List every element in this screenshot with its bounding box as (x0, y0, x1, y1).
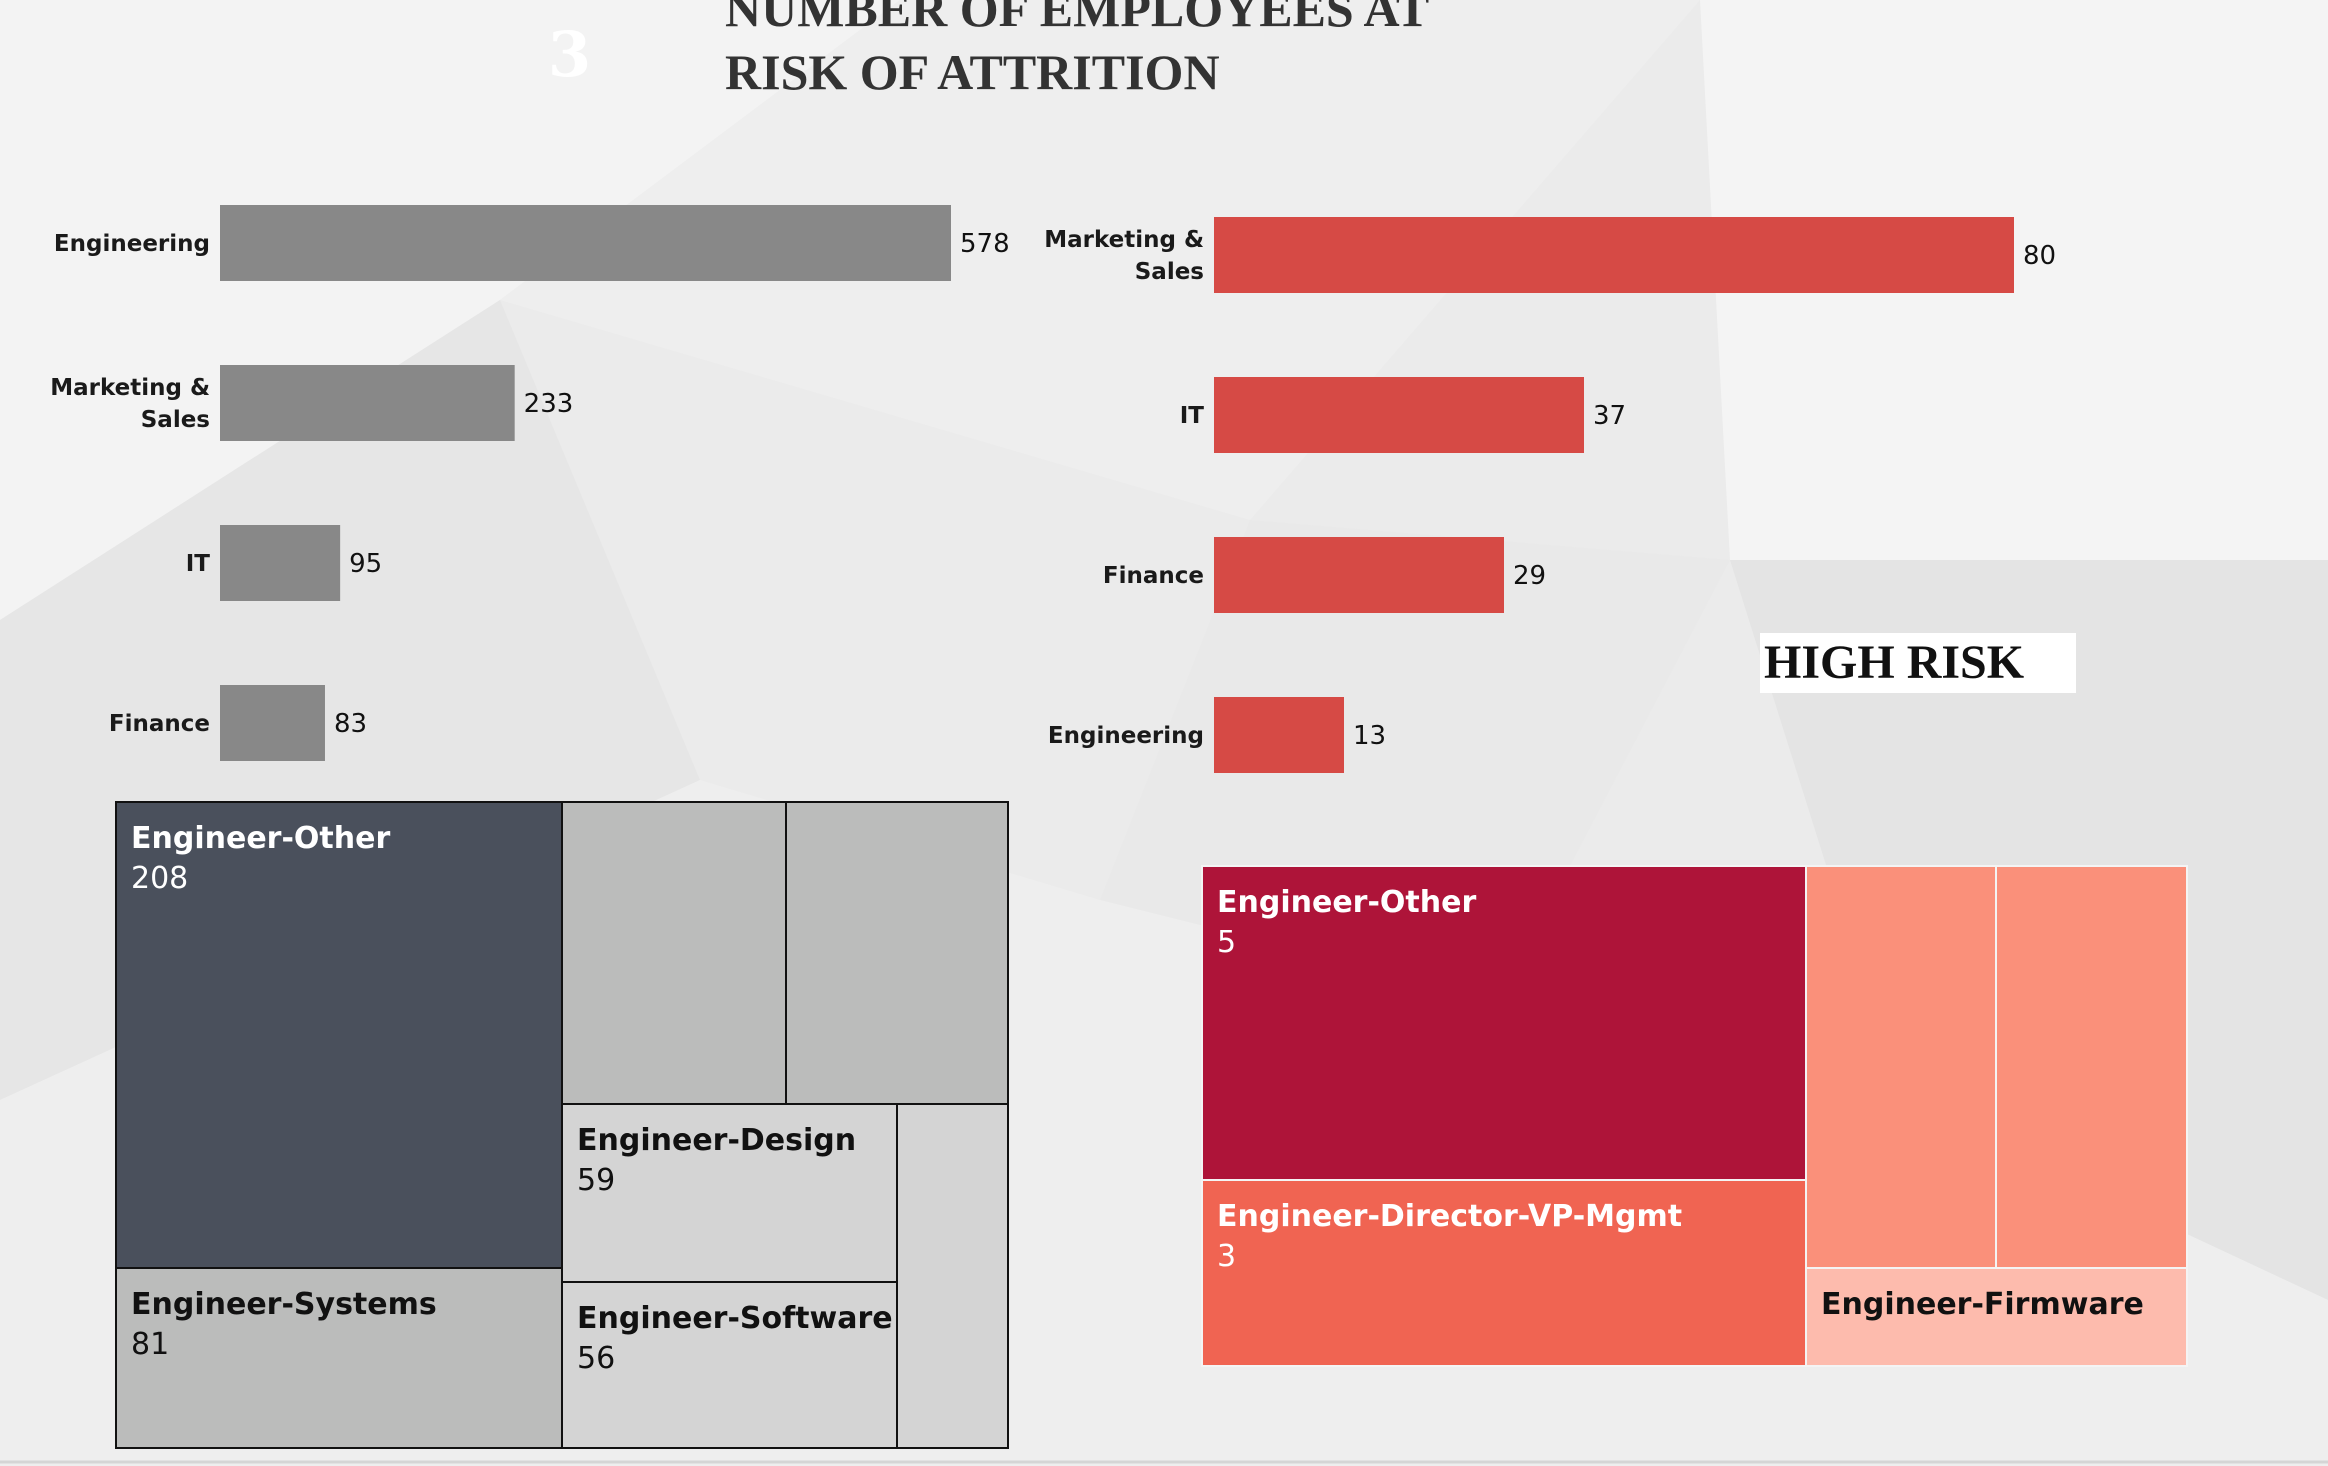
high-risk-label: HIGH RISK (1760, 633, 2076, 693)
value-label-1: 233 (524, 389, 574, 419)
value-label-2: 95 (349, 549, 382, 579)
page-title: NUMBER OF EMPLOYEES AT RISK OF ATTRITION (725, 0, 1485, 104)
treemap-cell-value-2: 59 (577, 1163, 615, 1198)
treemap-cell-label-3: Engineer-Software (577, 1301, 893, 1336)
bar-2 (1214, 537, 1504, 613)
treemap-cell-2 (1805, 1267, 2188, 1367)
treemap-cell-value-0: 208 (131, 861, 188, 896)
all-employees-bar-chart: Engineering 578 Marketing & Sales 233 IT 95 Fin… (50, 205, 1010, 761)
treemap-cell-0 (115, 801, 563, 1269)
category-label-1: Marketing & Sales (50, 375, 210, 433)
category-label-2: IT (186, 551, 211, 577)
bar-0 (220, 205, 951, 281)
treemap-cell-label-0: Engineer-Other (1217, 885, 1476, 920)
page-title-line2: RISK OF ATTRITION (725, 44, 1220, 100)
page-number: 3 (548, 18, 592, 91)
page-title-line1: NUMBER OF EMPLOYEES AT (725, 0, 1430, 37)
treemap-cell-4 (561, 801, 787, 1105)
value-label-0: 578 (960, 229, 1010, 259)
category-label-3: Finance (109, 711, 210, 737)
treemap-cell-label-0: Engineer-Other (131, 821, 390, 856)
bar-3 (1214, 697, 1344, 773)
bar-1 (1214, 377, 1584, 453)
value-label-3: 83 (334, 709, 367, 739)
treemap-cell-label-2: Engineer-Firmware (1821, 1287, 2144, 1322)
treemap-cell-0 (1201, 865, 1807, 1181)
category-label-3: Engineering (1048, 723, 1204, 749)
bar-2 (220, 525, 341, 601)
high-risk-bar-chart: Marketing & Sales 80 IT 37 Finance 29 Engineeri… (1044, 217, 2056, 773)
category-label-0: Marketing & Sales (1044, 227, 1204, 285)
treemap-cell-1 (1201, 1179, 1807, 1367)
category-label-2: Finance (1103, 563, 1204, 589)
treemap-cell-value-3: 56 (577, 1341, 615, 1376)
treemap-cell-label-1: Engineer-Director-VP-Mgmt (1217, 1199, 1682, 1234)
treemap-cell-5 (785, 801, 1009, 1105)
value-label-0: 80 (2023, 241, 2056, 271)
category-label-1: IT (1180, 403, 1205, 429)
treemap-cell-1 (115, 1267, 563, 1449)
high-risk-treemap: Engineer-Other 5 Engineer-Director-VP-Mgmt… (1201, 865, 2188, 1367)
bar-1 (220, 365, 515, 441)
category-label-0: Engineering (54, 231, 210, 257)
treemap-cell-value-1: 3 (1217, 1239, 1236, 1274)
treemap-cell-3 (561, 1281, 898, 1449)
treemap-cell-6 (896, 1103, 1009, 1449)
treemap-cell-value-1: 81 (131, 1327, 169, 1362)
treemap-cell-4 (1995, 865, 2188, 1269)
treemap-cell-label-1: Engineer-Systems (131, 1287, 437, 1322)
value-label-2: 29 (1513, 561, 1546, 591)
value-label-1: 37 (1593, 401, 1626, 431)
bar-3 (220, 685, 325, 761)
treemap-cell-2 (561, 1103, 898, 1283)
treemap-cell-3 (1805, 865, 1997, 1269)
value-label-3: 13 (1353, 721, 1386, 751)
all-employees-treemap: Engineer-Other 208 Engineer-Systems 81 Engin… (115, 801, 1009, 1449)
treemap-cell-label-2: Engineer-Design (577, 1123, 856, 1158)
bar-0 (1214, 217, 2014, 293)
treemap-cell-value-0: 5 (1217, 925, 1236, 960)
